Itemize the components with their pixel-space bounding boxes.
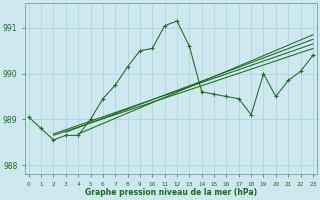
X-axis label: Graphe pression niveau de la mer (hPa): Graphe pression niveau de la mer (hPa) xyxy=(85,188,257,197)
